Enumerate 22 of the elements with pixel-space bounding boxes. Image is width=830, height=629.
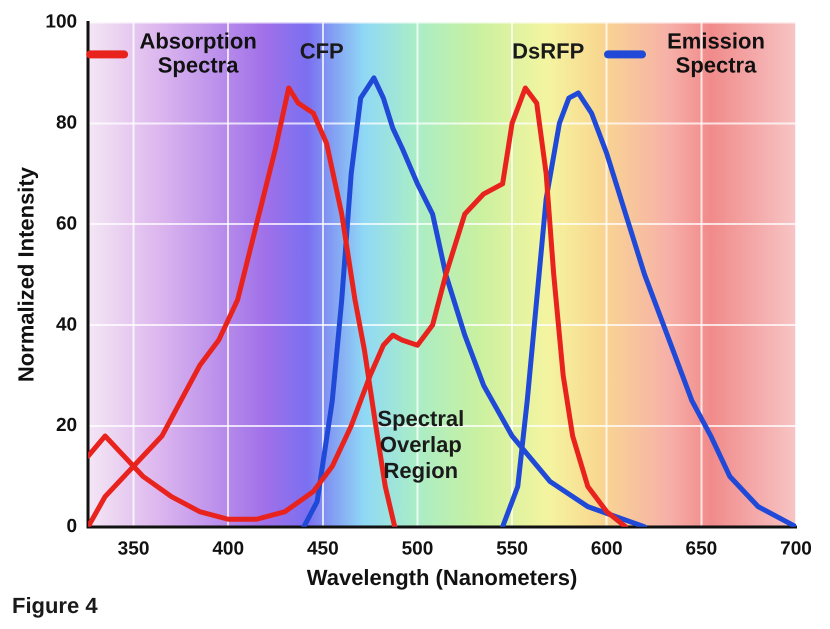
legend-label: Emission Spectra	[667, 28, 765, 78]
y-tick-label: 60	[56, 213, 78, 234]
x-axis-title: Wavelength (Nanometers)	[306, 564, 578, 590]
annotation: Spectral Overlap Region	[377, 406, 464, 484]
y-axis-title: Normalized Intensity	[13, 166, 38, 382]
x-tick-label: 400	[212, 538, 244, 560]
y-tick-label: 100	[45, 12, 78, 33]
y-tick-label: 20	[56, 415, 78, 436]
y-tick-label: 0	[66, 516, 78, 538]
x-tick-label: 600	[590, 538, 623, 560]
x-tick-label: 450	[306, 538, 339, 560]
annotation: DsRFP	[512, 38, 584, 64]
y-tick-label: 40	[56, 314, 78, 336]
x-tick-label: 700	[780, 538, 812, 560]
y-tick-label: 80	[56, 112, 78, 134]
caption: Figure 4	[12, 593, 98, 618]
x-tick-label: 650	[686, 538, 718, 560]
x-tick-label: 550	[496, 538, 528, 560]
x-tick-label: 500	[402, 538, 434, 560]
annotation: CFP	[300, 38, 344, 64]
legend-label: Absorption Spectra	[139, 28, 257, 78]
x-tick-label: 350	[118, 538, 150, 560]
